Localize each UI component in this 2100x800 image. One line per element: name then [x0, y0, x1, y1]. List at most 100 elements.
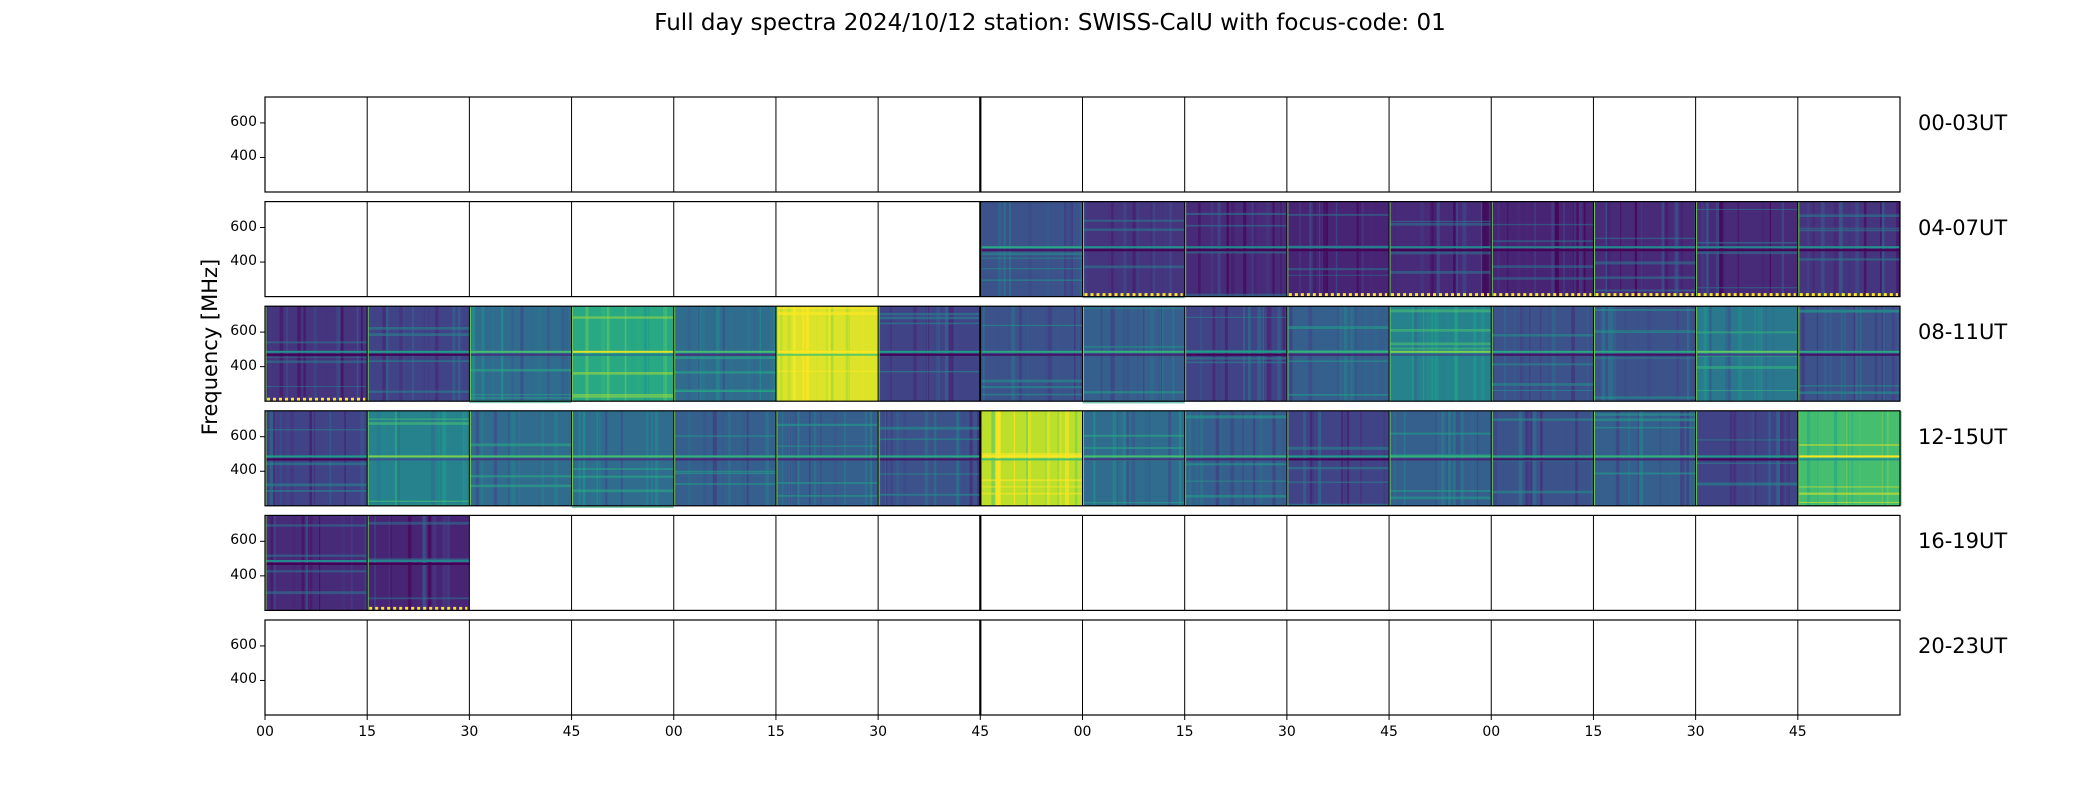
- spectrum-stripe: [806, 306, 809, 402]
- spectrum-stripe: [1526, 201, 1529, 297]
- spectrum-line-480: [1797, 455, 1900, 458]
- x-tick-label: 15: [767, 724, 785, 740]
- spectrum-stripe: [787, 306, 791, 402]
- x-tick-label: 15: [1584, 724, 1603, 740]
- spectrum-stripe: [1896, 201, 1901, 297]
- spectrum-stripe: [346, 306, 351, 402]
- spectrum-band: [1389, 496, 1492, 500]
- spectrum-stripe: [1816, 306, 1818, 402]
- spectrum-stripe: [1414, 306, 1416, 402]
- spectrum-stripe: [1701, 201, 1705, 297]
- spectrum-band: [367, 521, 470, 525]
- spectrum-band: [1286, 326, 1390, 329]
- spectrum-line-480: [1286, 246, 1390, 249]
- spectrum-stripe: [1817, 410, 1819, 506]
- spectrum-stripe: [1171, 410, 1173, 506]
- panel-frame: [264, 514, 1901, 612]
- spectrum-band: [469, 397, 572, 399]
- spectrum-band: [1184, 224, 1287, 227]
- spectrum-stripe: [1159, 306, 1161, 402]
- spectrum-gap: [980, 353, 1083, 356]
- spectrum-stripe: [1105, 306, 1109, 402]
- spectrum-band: [571, 505, 674, 508]
- spectrum-stripe: [1196, 410, 1198, 506]
- spectrum-stripe: [1762, 201, 1764, 297]
- spectrum-stripe: [1460, 410, 1464, 506]
- spectrum-stripe: [1125, 306, 1130, 402]
- spectrum-stripe: [603, 410, 605, 506]
- spectrum-gap: [571, 458, 674, 461]
- spectrum-stripe: [596, 410, 598, 506]
- spectrum-stripe: [511, 306, 514, 402]
- spectrum-stripe: [1110, 306, 1113, 402]
- spectrum-band: [571, 394, 674, 396]
- spectrum-stripe: [829, 306, 831, 402]
- spectrum-stripe: [1620, 201, 1622, 297]
- spectrum-stripe: [412, 306, 414, 402]
- spectrum-stripe: [1859, 410, 1861, 506]
- spectrum-stripe: [1676, 306, 1680, 402]
- spectrum-stripe: [1503, 410, 1507, 506]
- spectrum-stripe: [309, 515, 313, 611]
- spectrum-stripe: [948, 306, 953, 402]
- spectrum-stripe: [493, 410, 498, 506]
- spectrum-stripe: [1262, 306, 1265, 402]
- spectrum-stripe: [428, 306, 430, 402]
- spectrum-stripe: [1403, 410, 1406, 506]
- spectrum-band: [1695, 287, 1798, 289]
- spectrum-stripe: [1178, 410, 1182, 506]
- spectrum-stripe: [1188, 410, 1192, 506]
- spectrum-stripe: [375, 410, 380, 506]
- spectrum-stripe: [1863, 201, 1867, 297]
- spectrum-stripe: [746, 410, 749, 506]
- x-tick-label: 00: [256, 724, 274, 740]
- spectrum-band: [265, 483, 368, 487]
- spectrum-band: [878, 322, 981, 325]
- spectrum-stripe: [1318, 201, 1321, 297]
- spectrum-stripe: [702, 306, 706, 402]
- spectrum-stripe: [1540, 410, 1543, 506]
- spectrum-gap: [1797, 353, 1900, 356]
- spectrum-band: [1082, 346, 1185, 348]
- spectrum-stripe: [1162, 306, 1164, 402]
- spectrum-stripe: [423, 515, 427, 611]
- spectrum-stripe: [1322, 201, 1324, 297]
- spectrum-stripe: [1518, 410, 1523, 506]
- spectrum-band: [1286, 446, 1390, 450]
- spectrum-band: [1593, 396, 1696, 399]
- spectrum-stripe: [1093, 410, 1095, 506]
- spectrum-stripe: [340, 306, 344, 402]
- x-tick-label: 45: [971, 724, 990, 740]
- spectrum-stripe: [1123, 201, 1127, 297]
- spectrum-band: [367, 597, 470, 600]
- spectrum-stripe: [399, 306, 403, 402]
- spectrum-stripe: [540, 410, 544, 506]
- spectrum-stripe: [742, 410, 745, 506]
- spectrum-band: [367, 500, 470, 502]
- spectrum-stripe: [1462, 201, 1467, 297]
- spectrum-stripe: [848, 306, 850, 402]
- spectrum-band: [1593, 261, 1696, 265]
- spectrum-stripe: [388, 515, 392, 611]
- spectrum-stripe: [1306, 410, 1308, 506]
- spectrum-stripe: [319, 515, 321, 611]
- spectrum-stripe: [1280, 201, 1282, 297]
- spectrum-stripe: [1860, 306, 1862, 402]
- spectrum-band: [1082, 400, 1185, 404]
- spectrum-stripe: [520, 306, 524, 402]
- spectrum-stripe: [1415, 306, 1418, 402]
- y-tick-label: 600: [230, 532, 257, 549]
- spectrum-stripe: [1394, 410, 1396, 506]
- spectrum-stripe: [314, 410, 317, 506]
- spectrum-gap: [1184, 353, 1287, 356]
- spectrum-band: [980, 486, 1083, 488]
- panel-frame: [264, 201, 1901, 298]
- spectrum-band: [878, 312, 981, 316]
- spectrum-stripe: [374, 306, 378, 402]
- spectrum-stripe: [1144, 410, 1149, 506]
- spectrum-stripe: [1471, 410, 1474, 506]
- spectrum-stripe: [1277, 306, 1281, 402]
- spectrum-line-480: [1389, 455, 1492, 458]
- spectrum-stripe: [687, 306, 691, 402]
- spectrum-band: [571, 395, 674, 398]
